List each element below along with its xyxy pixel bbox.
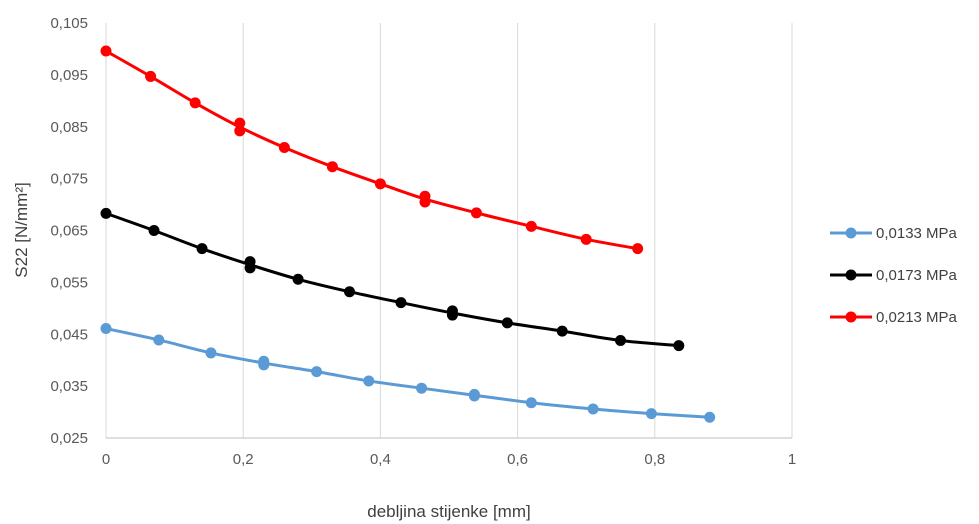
data-point [419,196,431,208]
legend-label: 0,0133 MPa [876,225,958,242]
data-point [525,220,537,232]
data-point [100,323,112,335]
data-point [395,297,407,309]
data-point [148,225,160,236]
gridlines [105,23,793,439]
legend-item: 0,0173 MPa [830,267,958,284]
y-tick-label: 0,075 [50,171,88,188]
data-point [278,142,290,153]
data-point [525,397,537,409]
data-point [615,334,626,346]
data-point [344,286,356,298]
series-2 [100,207,685,352]
y-tick-label: 0,055 [50,274,88,291]
series-line [105,211,679,348]
x-tick-label: 0,4 [370,451,391,468]
x-axis-title: debljina stijenke [mm] [367,502,530,521]
data-point [446,309,458,321]
x-tick-label: 1 [788,451,796,468]
data-point [556,325,568,337]
series-1 [100,323,716,423]
data-point [205,347,217,359]
series-layer [100,45,716,423]
x-tick-label: 0,8 [644,451,665,468]
data-point [416,382,428,394]
data-point [673,340,685,352]
data-point [632,243,644,255]
y-tick-label: 0,035 [50,378,88,395]
data-point [100,207,112,219]
data-point [704,411,716,423]
y-tick-label: 0,105 [50,15,88,32]
data-point [580,233,592,245]
data-point [244,262,256,274]
data-point [587,403,599,415]
data-point [374,178,386,190]
data-point [100,45,112,57]
y-tick-label: 0,045 [50,326,88,343]
data-point [470,207,482,219]
y-tick-label: 0,025 [50,430,88,447]
legend-label: 0,0173 MPa [876,267,958,284]
data-point [645,408,657,420]
y-tick-label: 0,065 [50,223,88,240]
data-point [145,70,157,82]
legend: 0,0133 MPa 0,0173 MPa 0,0213 MPa [830,225,958,326]
data-point [189,97,201,109]
data-point [501,317,513,329]
data-point [468,390,480,402]
data-point [292,273,304,285]
tick-labels: 0 0,2 0,4 0,6 0,8 1 0,025 0,035 0,045 0,055 0,065 0… [50,15,796,468]
series-3 [100,45,644,255]
data-point [311,366,323,378]
x-tick-label: 0 [102,451,110,468]
data-point [196,243,208,255]
y-tick-label: 0,085 [50,119,88,136]
legend-marker [845,269,857,281]
data-point [363,375,375,387]
legend-marker [845,311,857,323]
series-line [105,49,638,251]
y-tick-label: 0,095 [50,67,88,84]
data-point [326,161,338,173]
x-tick-label: 0,6 [507,451,528,468]
x-tick-label: 0,2 [233,451,254,468]
legend-item: 0,0213 MPa [830,309,958,326]
y-axis-title: S22 [N/mm²] [12,182,31,277]
legend-item: 0,0133 MPa [830,225,958,242]
legend-marker [845,227,857,239]
data-point [258,359,270,371]
legend-label: 0,0213 MPa [876,309,958,326]
data-point [234,125,246,137]
data-point [234,117,246,129]
data-point [153,334,165,346]
